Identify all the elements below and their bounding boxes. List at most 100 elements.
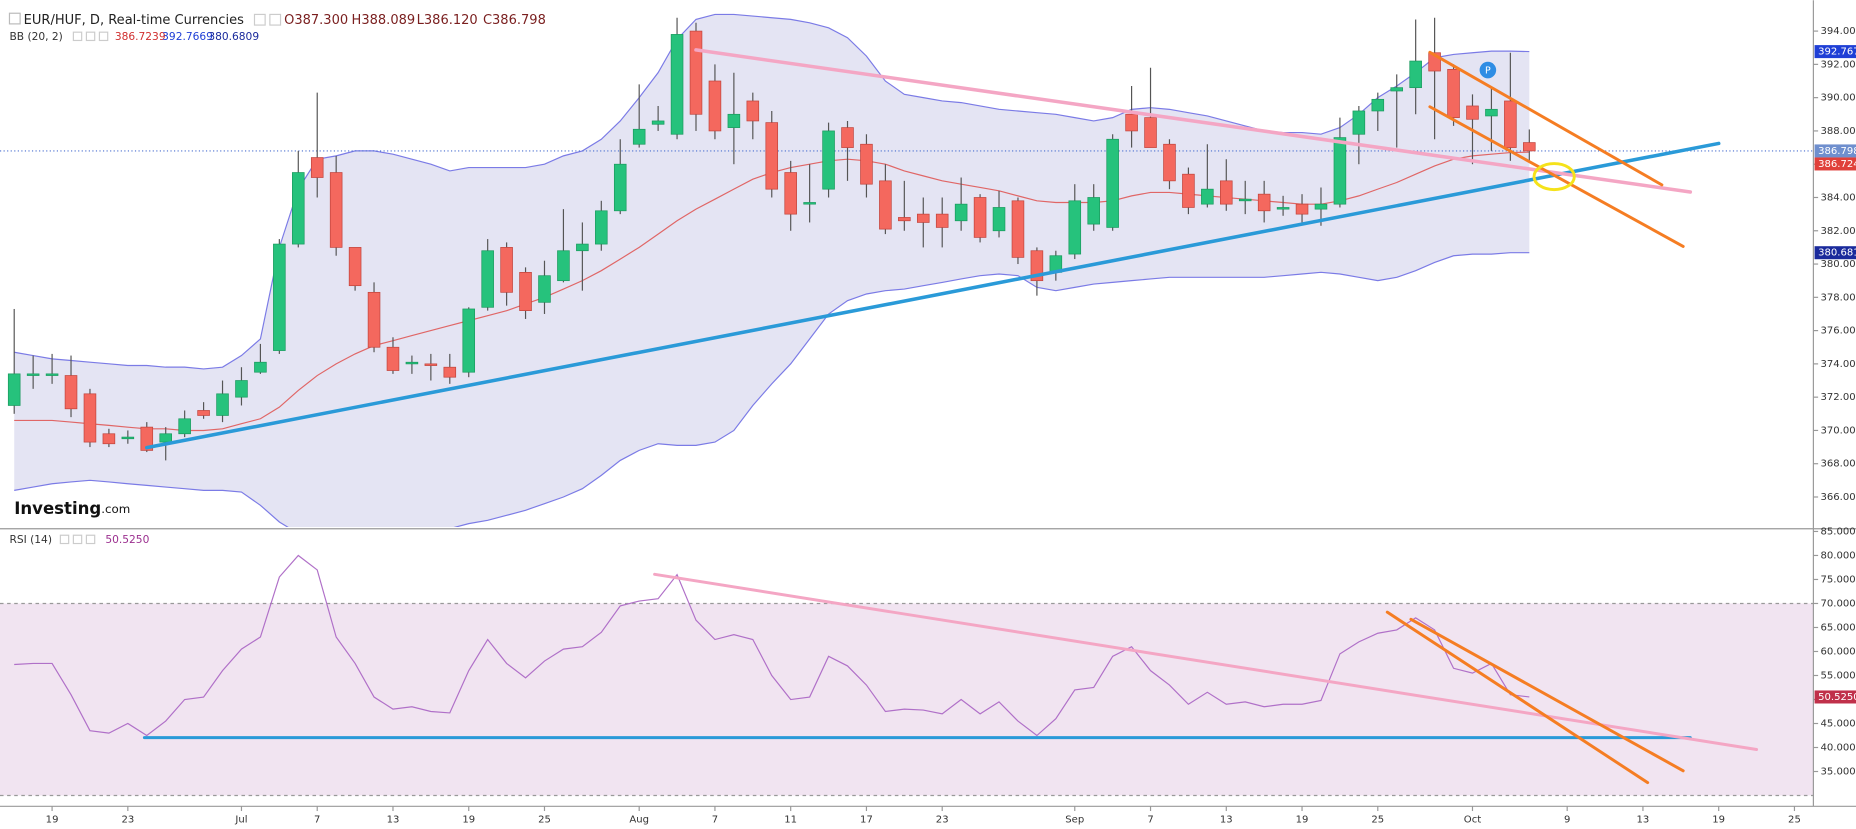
- candle-body: [954, 203, 968, 222]
- candle-body: [651, 120, 665, 125]
- candle-body: [235, 380, 248, 398]
- y-tick-label: 60.0000: [1820, 646, 1856, 657]
- candle-body: [1068, 200, 1082, 255]
- value-box-label: 386.798: [1818, 146, 1856, 157]
- candle-body: [670, 34, 684, 135]
- candle-body: [1220, 180, 1233, 205]
- ohlc-label: L386.120: [417, 13, 478, 28]
- x-tick-label: Sep: [1065, 814, 1084, 825]
- icon[interactable]: [72, 534, 83, 545]
- value-box-label: 392.767: [1818, 47, 1856, 58]
- candle-body: [197, 410, 210, 416]
- candle-body: [26, 373, 40, 376]
- candle-body: [64, 375, 78, 410]
- icon[interactable]: [85, 534, 96, 545]
- icon[interactable]: [253, 13, 266, 26]
- candle-body: [519, 272, 532, 311]
- candle-body: [1106, 138, 1119, 228]
- icon[interactable]: [269, 13, 282, 26]
- indicator-value: 392.7669: [162, 30, 213, 43]
- candle-body: [462, 308, 476, 373]
- candle-body: [1257, 193, 1271, 212]
- candle-body: [1428, 52, 1441, 72]
- x-tick-label: 11: [784, 814, 797, 825]
- candle-body: [727, 113, 741, 128]
- candle-body: [1163, 143, 1176, 182]
- value-box: [1814, 690, 1856, 704]
- candle-body: [822, 130, 835, 190]
- trend-line: [653, 572, 1759, 751]
- candle-body: [443, 366, 457, 378]
- candle-body: [1182, 173, 1195, 208]
- marker: [1479, 61, 1497, 79]
- candle-body: [879, 180, 892, 230]
- x-tick-label: 23: [121, 814, 134, 825]
- indicator-value: 380.6809: [208, 30, 259, 43]
- candle-body: [1504, 100, 1517, 148]
- icon[interactable]: [85, 31, 96, 42]
- x-tick-label: Aug: [629, 814, 649, 825]
- candle-body: [1333, 137, 1347, 205]
- candle-body: [254, 361, 267, 373]
- highlight-ellipse: [1532, 162, 1576, 192]
- candle-body: [1523, 142, 1536, 152]
- candle-body: [348, 247, 362, 287]
- candle-body: [595, 210, 608, 245]
- channel-line: [1428, 105, 1685, 248]
- trend-line: [145, 141, 1721, 450]
- candle-body: [1276, 207, 1290, 210]
- candle-body: [973, 197, 987, 238]
- x-tick-label: 25: [538, 814, 551, 825]
- candle-body: [102, 433, 116, 445]
- y-tick-label: 366.000: [1820, 492, 1856, 503]
- value-box: [1814, 45, 1856, 59]
- candle-body: [159, 433, 172, 443]
- icon[interactable]: [59, 534, 70, 545]
- candle-body: [1371, 98, 1385, 112]
- icon[interactable]: [72, 31, 83, 42]
- candle-body: [1447, 69, 1460, 118]
- chart-title: EUR/HUF, D, Real-time Currencies: [24, 13, 244, 28]
- candle-body: [481, 250, 494, 308]
- candle-body: [367, 291, 381, 348]
- y-tick-label: 45.0000: [1820, 718, 1856, 729]
- x-tick-label: Jul: [234, 814, 247, 825]
- candle-body: [992, 207, 1006, 232]
- candle-body: [140, 426, 154, 451]
- x-tick-label: Oct: [1464, 814, 1481, 825]
- y-tick-label: 378.000: [1820, 292, 1856, 303]
- y-tick-label: 65.0000: [1820, 622, 1856, 633]
- x-tick-label: 7: [1147, 814, 1153, 825]
- icon[interactable]: [98, 31, 109, 42]
- y-tick-label: 40.0000: [1820, 743, 1856, 754]
- candle-body: [538, 275, 551, 303]
- x-tick-label: 19: [46, 814, 59, 825]
- ohlc-label: O387.300: [284, 13, 348, 28]
- x-tick-label: 13: [1220, 814, 1233, 825]
- candle-body: [1201, 188, 1214, 205]
- candle-body: [765, 122, 779, 190]
- value-box: [1814, 144, 1856, 158]
- y-tick-label: 384.000: [1820, 192, 1856, 203]
- candle-body: [1087, 197, 1100, 225]
- y-tick-label: 370.000: [1820, 425, 1856, 436]
- candle-body: [689, 30, 703, 115]
- y-tick-label: 392.000: [1820, 59, 1856, 70]
- y-tick-label: 372.000: [1820, 392, 1856, 403]
- x-tick-label: 25: [1788, 814, 1801, 825]
- icon: [8, 12, 21, 25]
- candle-body: [216, 393, 229, 416]
- candle-body: [1295, 203, 1309, 215]
- candle-body: [178, 418, 191, 435]
- candle-body: [7, 373, 21, 406]
- candle-body: [1011, 200, 1025, 258]
- x-tick-label: 13: [387, 814, 400, 825]
- candle-body: [1125, 113, 1138, 132]
- candle-body: [405, 361, 419, 365]
- x-tick-label: 19: [462, 814, 475, 825]
- y-tick-label: 85.0000: [1820, 526, 1856, 537]
- candle-body: [500, 247, 513, 293]
- ohlc-label: H388.089: [352, 13, 416, 28]
- candle-body: [1144, 117, 1157, 148]
- y-tick-label: 376.000: [1820, 326, 1856, 337]
